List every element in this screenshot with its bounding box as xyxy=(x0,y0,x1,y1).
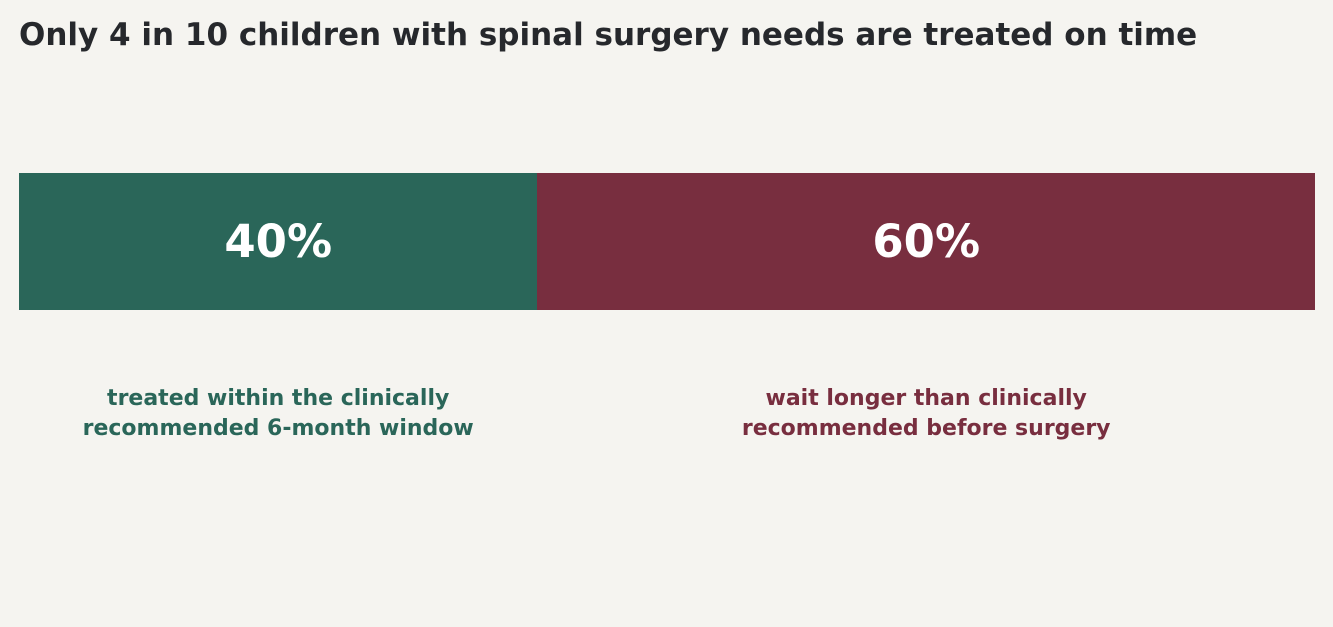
segment-labels: treated within the clinically recommende… xyxy=(19,384,1315,444)
segment-description-delayed: wait longer than clinically recommended … xyxy=(741,386,1111,441)
bar-segment-on-time: 40% xyxy=(19,173,538,310)
segment-description-on-time: treated within the clinically recommende… xyxy=(82,386,474,441)
data-label-on-time: 40% xyxy=(224,215,333,268)
stacked-bar: 40% 60% xyxy=(19,173,1315,310)
chart-title: Only 4 in 10 children with spinal surger… xyxy=(19,17,1198,53)
bar-segment-delayed: 60% xyxy=(537,173,1315,310)
data-label-delayed: 60% xyxy=(872,215,981,268)
